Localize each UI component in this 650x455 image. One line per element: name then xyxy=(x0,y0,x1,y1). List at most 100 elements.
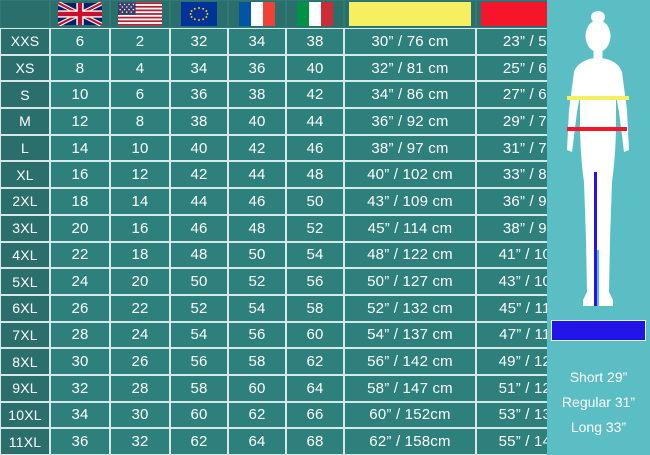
inseam-measure-line xyxy=(594,172,597,306)
uk-size: 28 xyxy=(50,321,110,349)
uk-size: 22 xyxy=(50,241,110,269)
italy-flag-icon xyxy=(297,2,333,26)
inseam-legend: Short 29” Regular 31” Long 33” xyxy=(547,348,650,455)
fr-size: 48 xyxy=(228,214,286,242)
uk-size: 6 xyxy=(50,28,110,55)
waist-measure-line xyxy=(567,127,627,131)
table-header-row xyxy=(0,0,607,28)
table-row: 10XL 34 30 60 62 66 60” / 152cm 53” / 13… xyxy=(0,401,607,429)
size-label: 10XL xyxy=(0,401,50,429)
eu-size: 56 xyxy=(170,348,228,375)
fr-size: 46 xyxy=(228,188,286,215)
eu-size: 32 xyxy=(170,28,228,55)
size-label: 9XL xyxy=(0,374,50,402)
bust-measure: 45” / 114 cm xyxy=(344,214,476,242)
fr-size: 44 xyxy=(228,161,286,189)
fr-size: 64 xyxy=(228,428,286,455)
it-size: 48 xyxy=(286,161,344,189)
size-label: 7XL xyxy=(0,321,50,349)
it-size: 64 xyxy=(286,374,344,402)
it-size: 50 xyxy=(286,188,344,215)
table-row: 7XL 28 24 54 56 60 54” / 137 cm 47” / 11… xyxy=(0,321,607,349)
size-label: XXS xyxy=(0,28,50,55)
body-figure-illustration xyxy=(547,0,650,318)
fr-size: 38 xyxy=(228,81,286,109)
uk-size: 34 xyxy=(50,401,110,429)
table-row: 6XL 26 22 52 54 58 52” / 132 cm 45” / 11… xyxy=(0,294,607,322)
us-size: 26 xyxy=(110,348,170,375)
fr-size: 42 xyxy=(228,134,286,162)
fr-size: 56 xyxy=(228,321,286,349)
fr-size: 40 xyxy=(228,108,286,135)
us-size: 12 xyxy=(110,161,170,189)
table-row: 11XL 36 32 62 64 68 62” / 158cm 55” / 14… xyxy=(0,428,607,455)
table-row: XXS 6 2 32 34 38 30” / 76 cm 23” / 58 cm xyxy=(0,28,607,55)
it-size: 38 xyxy=(286,28,344,55)
bust-measure: 60” / 152cm xyxy=(344,401,476,429)
uk-size: 32 xyxy=(50,374,110,402)
uk-size: 18 xyxy=(50,188,110,215)
fr-size: 60 xyxy=(228,374,286,402)
table-row: 9XL 32 28 58 60 64 58” / 147 cm 51” / 12… xyxy=(0,374,607,402)
us-size: 20 xyxy=(110,268,170,295)
size-label: M xyxy=(0,108,50,135)
us-size: 6 xyxy=(110,81,170,109)
us-size: 14 xyxy=(110,188,170,215)
us-size: 24 xyxy=(110,321,170,349)
size-label: 5XL xyxy=(0,268,50,295)
it-size: 68 xyxy=(286,428,344,455)
eu-size: 36 xyxy=(170,81,228,109)
it-size: 56 xyxy=(286,268,344,295)
eu-size: 34 xyxy=(170,54,228,82)
size-label: 6XL xyxy=(0,294,50,322)
bust-measure: 30” / 76 cm xyxy=(344,28,476,55)
eu-size: 54 xyxy=(170,321,228,349)
it-size: 46 xyxy=(286,134,344,162)
it-size: 66 xyxy=(286,401,344,429)
size-label: L xyxy=(0,134,50,162)
size-conversion-table: XXS 6 2 32 34 38 30” / 76 cm 23” / 58 cm… xyxy=(0,0,607,455)
us-size: 10 xyxy=(110,134,170,162)
bust-measure: 36” / 92 cm xyxy=(344,108,476,135)
eu-size: 40 xyxy=(170,134,228,162)
header-corner-cell xyxy=(0,0,50,28)
uk-size: 36 xyxy=(50,428,110,455)
table-row: 8XL 30 26 56 58 62 56” / 142 cm 49” / 12… xyxy=(0,348,607,375)
table-row: 4XL 22 18 48 50 54 48” / 122 cm 41” / 10… xyxy=(0,241,607,269)
header-fr xyxy=(228,0,286,28)
size-label: 8XL xyxy=(0,348,50,375)
it-size: 60 xyxy=(286,321,344,349)
eu-size: 38 xyxy=(170,108,228,135)
us-size: 16 xyxy=(110,214,170,242)
bust-measure: 62” / 158cm xyxy=(344,428,476,455)
bust-measure: 34” / 86 cm xyxy=(344,81,476,109)
eu-size: 62 xyxy=(170,428,228,455)
france-flag-icon xyxy=(239,2,275,26)
eu-size: 48 xyxy=(170,241,228,269)
uk-size: 16 xyxy=(50,161,110,189)
it-size: 42 xyxy=(286,81,344,109)
table-row: 3XL 20 16 46 48 52 45” / 114 cm 38” / 96… xyxy=(0,214,607,242)
fr-size: 54 xyxy=(228,294,286,322)
table-row: S 10 6 36 38 42 34” / 86 cm 27” / 68 cm xyxy=(0,81,607,109)
uk-size: 8 xyxy=(50,54,110,82)
inseam-short-label: Short 29” xyxy=(569,368,628,385)
eu-flag-icon xyxy=(181,2,217,26)
table-row: L 14 10 40 42 46 38” / 97 cm 31” / 79 cm xyxy=(0,134,607,162)
size-label: XS xyxy=(0,54,50,82)
size-label: S xyxy=(0,81,50,109)
eu-size: 42 xyxy=(170,161,228,189)
it-size: 54 xyxy=(286,241,344,269)
it-size: 58 xyxy=(286,294,344,322)
us-size: 30 xyxy=(110,401,170,429)
header-bust-bar xyxy=(344,0,476,28)
bust-measure: 56” / 142 cm xyxy=(344,348,476,375)
table-row: 2XL 18 14 44 46 50 43” / 109 cm 36” / 91… xyxy=(0,188,607,215)
eu-size: 58 xyxy=(170,374,228,402)
header-us xyxy=(110,0,170,28)
size-label: 2XL xyxy=(0,188,50,215)
it-size: 62 xyxy=(286,348,344,375)
fr-size: 50 xyxy=(228,241,286,269)
table-row: XL 16 12 42 44 48 40” / 102 cm 33” / 84 … xyxy=(0,161,607,189)
